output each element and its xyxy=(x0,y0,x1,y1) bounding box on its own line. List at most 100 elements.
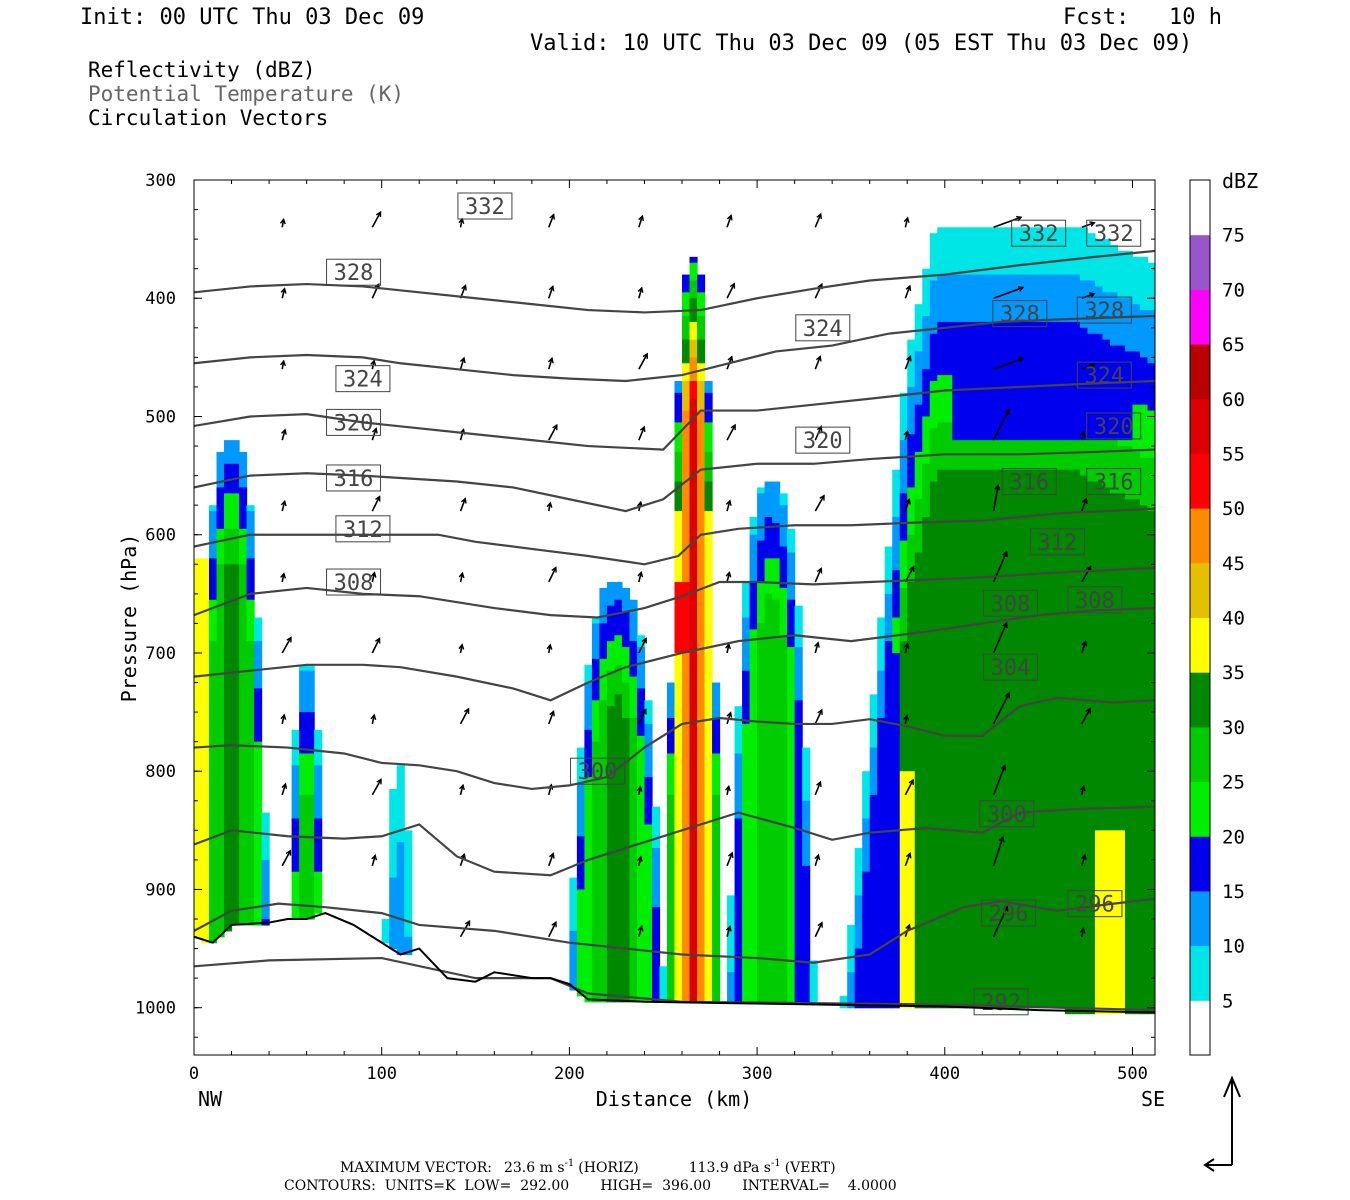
vector-arrow xyxy=(726,852,733,867)
vector-head xyxy=(458,571,465,579)
reflectivity-cell xyxy=(712,718,721,755)
reflectivity-cell xyxy=(621,587,631,613)
reflectivity-cell xyxy=(884,641,893,1009)
theta-label-box xyxy=(992,300,1048,328)
vector-head xyxy=(814,641,820,648)
vector-arrow xyxy=(992,906,1009,938)
reflectivity-cell xyxy=(689,339,698,358)
reflectivity-cell xyxy=(621,682,631,719)
reflectivity-cell xyxy=(576,783,586,837)
reflectivity-cell xyxy=(1042,469,1051,1009)
reflectivity-cell xyxy=(1049,469,1058,1009)
reflectivity-cell xyxy=(937,227,946,276)
y-tick-label: 900 xyxy=(145,880,176,900)
reflectivity-cell xyxy=(1072,274,1081,323)
colorbar-label: 15 xyxy=(1222,881,1245,903)
x-axis-label: Distance (km) xyxy=(596,1087,753,1111)
reflectivity-cell xyxy=(614,599,623,636)
reflectivity-cell xyxy=(967,469,976,1009)
vector-arrow xyxy=(726,644,730,654)
vector-arrow xyxy=(459,784,464,796)
vector-head xyxy=(280,359,286,367)
reflectivity-cell xyxy=(591,700,601,743)
reflectivity-cell xyxy=(944,469,953,1009)
reflectivity-cell xyxy=(1132,451,1141,500)
reflectivity-cell xyxy=(854,895,863,950)
reflectivity-cell xyxy=(246,599,255,642)
reflectivity-cell xyxy=(697,339,706,364)
vector-head xyxy=(461,497,467,504)
reflectivity-cell xyxy=(1102,440,1111,489)
reflectivity-cell xyxy=(599,587,608,625)
vector-head xyxy=(280,572,287,579)
vector-arrow xyxy=(547,711,555,725)
reflectivity-cell xyxy=(674,511,683,583)
reflectivity-cell xyxy=(1072,227,1081,276)
reflectivity-cell xyxy=(802,800,811,867)
reflectivity-cell xyxy=(922,416,931,465)
reflectivity-cell xyxy=(734,753,743,820)
variable-potential-temperature: Potential Temperature (K) xyxy=(88,82,405,106)
vector-arrow xyxy=(371,283,380,299)
reflectivity-cell xyxy=(1034,440,1043,471)
vector-arrow xyxy=(992,765,1006,796)
colorbar-swatch xyxy=(1190,234,1210,290)
theta-label-text: 296 xyxy=(989,902,1029,927)
vector-head xyxy=(548,285,555,292)
vector-head xyxy=(903,429,910,437)
reflectivity-cell xyxy=(682,292,691,317)
reflectivity-cell xyxy=(742,617,751,672)
reflectivity-cell xyxy=(1139,505,1149,1015)
vector-head xyxy=(730,423,736,431)
reflectivity-cell xyxy=(712,794,721,1003)
reflectivity-cell xyxy=(674,422,683,453)
reflectivity-cell xyxy=(636,635,646,648)
vector-head xyxy=(637,925,644,932)
reflectivity-cell xyxy=(569,877,578,932)
vector-head xyxy=(280,287,287,294)
theta-label-box xyxy=(326,408,382,436)
vector-head xyxy=(641,637,647,644)
reflectivity-cell xyxy=(1042,440,1051,471)
theta-contour-292 xyxy=(194,956,1155,1012)
reflectivity-cell xyxy=(922,516,931,1009)
vector-head xyxy=(1085,707,1091,714)
reflectivity-cell xyxy=(674,652,683,1003)
colorbar-label: 75 xyxy=(1222,225,1245,247)
colorbar-label: 5 xyxy=(1222,990,1233,1012)
vector-arrow xyxy=(726,500,731,512)
vector-head xyxy=(905,923,911,931)
reflectivity-cell xyxy=(982,274,991,323)
theta-label-text: 300 xyxy=(987,803,1027,828)
reflectivity-cell xyxy=(599,623,608,660)
vector-arrow xyxy=(548,567,557,583)
theta-label-332: 332 xyxy=(1086,219,1142,247)
reflectivity-cell xyxy=(674,451,683,483)
reflectivity-cell xyxy=(1004,321,1013,441)
vector-arrow xyxy=(726,215,732,228)
theta-label-328: 328 xyxy=(326,258,382,286)
vector-head xyxy=(638,214,645,222)
vector-head xyxy=(375,495,381,502)
reflectivity-cell xyxy=(254,688,263,743)
theta-label-328: 328 xyxy=(1076,296,1132,324)
reflectivity-cell xyxy=(1079,475,1089,1015)
reflectivity-cell xyxy=(1072,321,1081,441)
reflectivity-cell xyxy=(636,688,646,737)
vector-head xyxy=(637,570,644,578)
theta-contour-304 xyxy=(194,696,1155,791)
reflectivity-cell xyxy=(907,487,916,536)
reflectivity-cell xyxy=(1057,469,1066,1009)
vector-head xyxy=(372,427,378,434)
y-tick-label: 400 xyxy=(145,289,176,309)
reflectivity-cell xyxy=(629,718,638,1003)
reflectivity-cell xyxy=(224,440,233,465)
vector-arrow xyxy=(1081,708,1091,725)
vector-head xyxy=(816,567,823,574)
reflectivity-cell xyxy=(907,582,916,772)
theta-label-box xyxy=(1076,361,1132,389)
colorbar-swatch xyxy=(1190,726,1210,783)
reflectivity-cell xyxy=(697,292,706,317)
reflectivity-cell xyxy=(1139,404,1149,459)
